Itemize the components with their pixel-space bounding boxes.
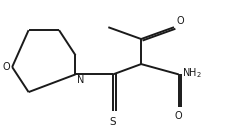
Text: NH$_2$: NH$_2$ xyxy=(182,66,202,80)
Text: O: O xyxy=(175,111,183,121)
Text: N: N xyxy=(77,75,84,85)
Text: O: O xyxy=(2,62,10,72)
Text: S: S xyxy=(110,117,116,127)
Text: O: O xyxy=(176,16,184,26)
